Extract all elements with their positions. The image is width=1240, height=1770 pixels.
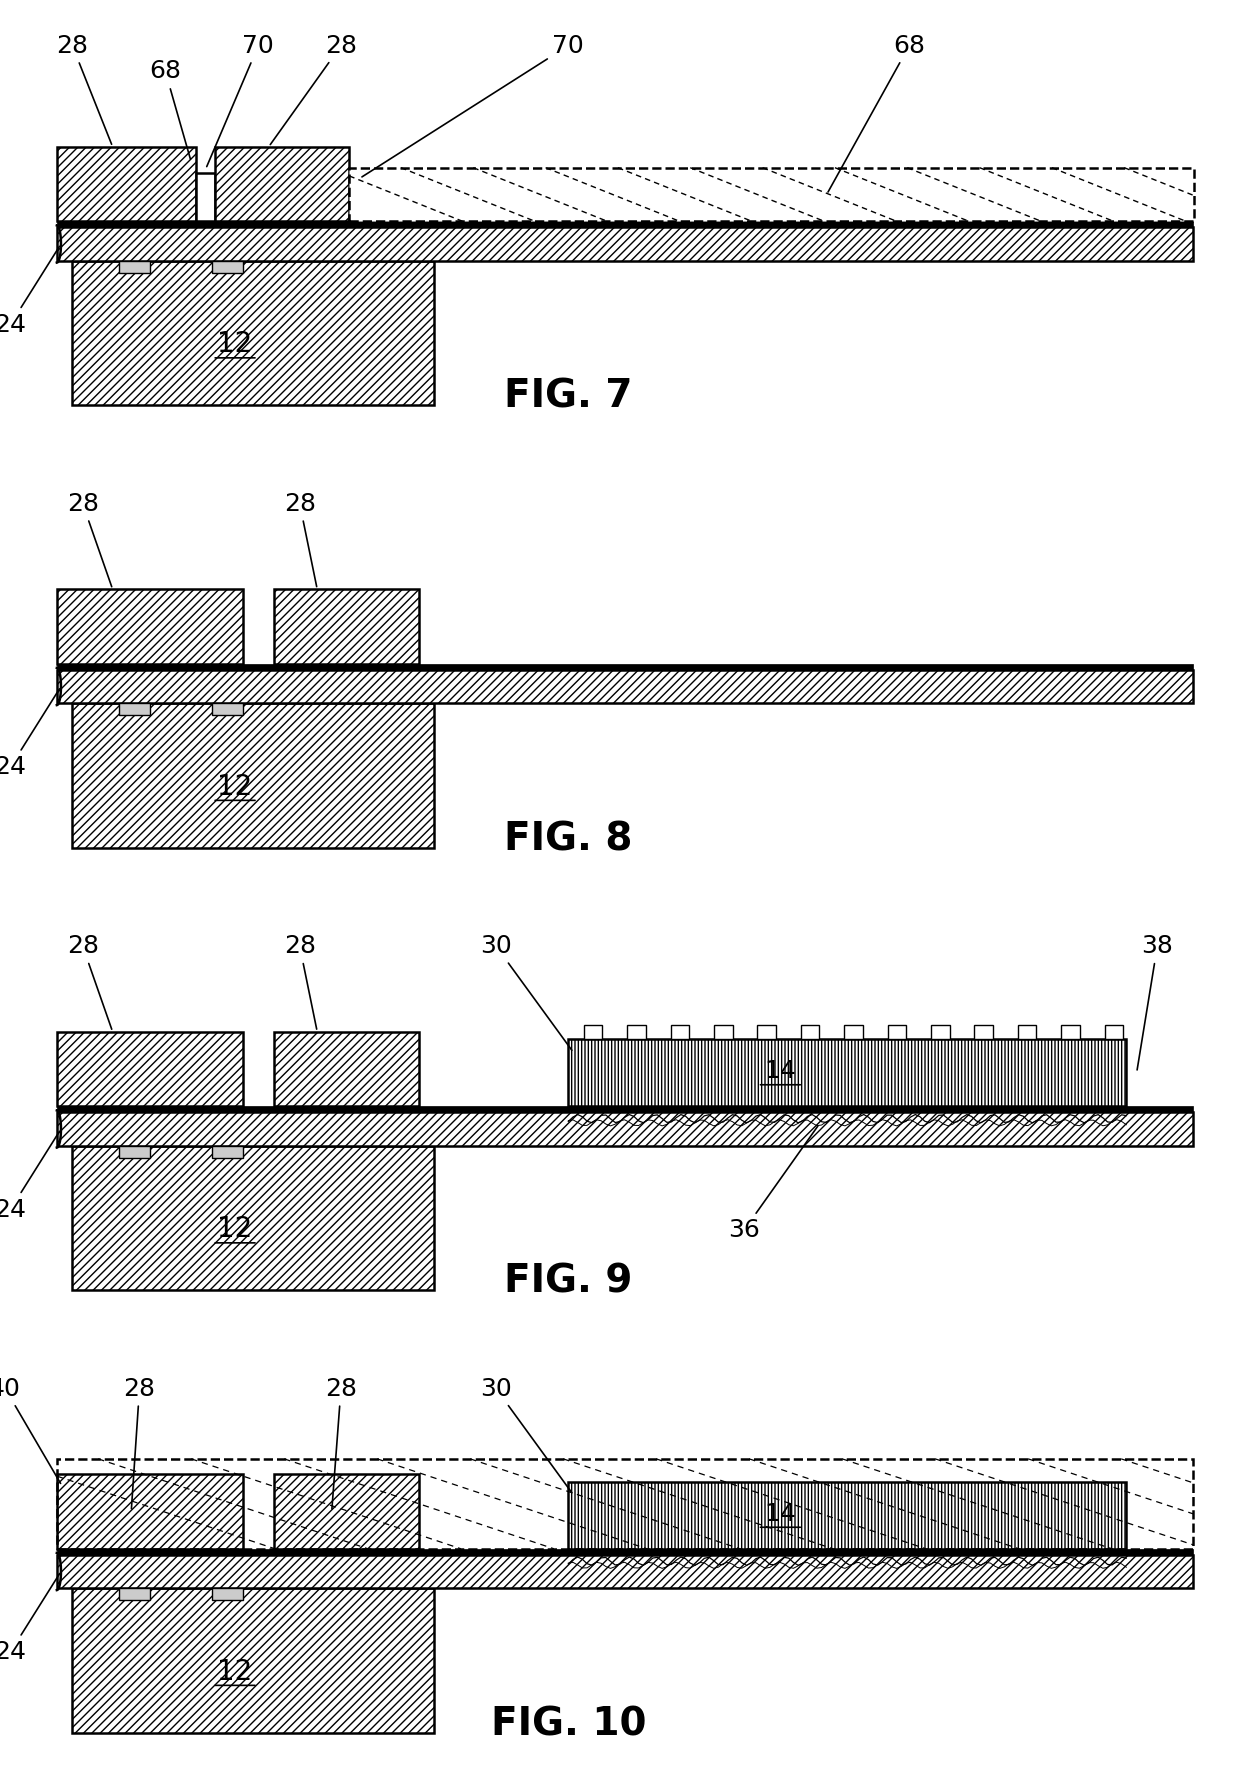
Bar: [758, 1025, 776, 1039]
Text: FIG. 8: FIG. 8: [505, 821, 632, 858]
Bar: [627, 1025, 646, 1039]
Text: 28: 28: [67, 935, 112, 1028]
Bar: [212, 1588, 243, 1600]
Text: 12: 12: [217, 1658, 253, 1685]
Text: 14: 14: [764, 1058, 796, 1083]
Bar: [57, 589, 243, 664]
Bar: [931, 1025, 950, 1039]
Bar: [119, 1588, 150, 1600]
Bar: [57, 1032, 243, 1106]
Text: 12: 12: [217, 331, 253, 358]
Text: 68: 68: [828, 34, 925, 191]
Text: 38: 38: [1137, 935, 1173, 1069]
Bar: [57, 1113, 1193, 1145]
Text: 70: 70: [362, 34, 584, 177]
Text: 30: 30: [480, 935, 572, 1050]
Bar: [801, 1025, 820, 1039]
Bar: [119, 1145, 150, 1158]
Bar: [72, 703, 434, 848]
Bar: [844, 1025, 863, 1039]
Bar: [568, 1039, 1126, 1106]
Text: FIG. 10: FIG. 10: [491, 1706, 646, 1743]
Bar: [57, 1474, 243, 1549]
Text: 24: 24: [0, 246, 60, 336]
Bar: [57, 1549, 1193, 1556]
Text: 28: 28: [270, 34, 357, 145]
Bar: [888, 1025, 906, 1039]
Text: FIG. 9: FIG. 9: [505, 1264, 632, 1301]
Text: 36: 36: [728, 1126, 818, 1243]
Text: 40: 40: [0, 1377, 61, 1483]
Text: 12: 12: [217, 773, 253, 800]
Bar: [714, 1025, 733, 1039]
Text: 24: 24: [0, 1574, 60, 1664]
Bar: [274, 1474, 419, 1549]
Text: 28: 28: [284, 935, 316, 1028]
Bar: [212, 1145, 243, 1158]
Bar: [975, 1025, 993, 1039]
Bar: [196, 173, 215, 221]
Bar: [212, 260, 243, 273]
Bar: [212, 703, 243, 715]
Bar: [57, 221, 1193, 228]
Text: 24: 24: [0, 1131, 60, 1221]
Bar: [1061, 1025, 1080, 1039]
Text: 70: 70: [207, 34, 274, 166]
Bar: [57, 228, 1193, 260]
Bar: [350, 168, 1193, 221]
Bar: [57, 147, 196, 221]
Text: 12: 12: [217, 1216, 253, 1243]
Bar: [72, 1145, 434, 1290]
Bar: [568, 1481, 1126, 1549]
Bar: [57, 664, 1193, 671]
Bar: [57, 671, 1193, 703]
Bar: [215, 147, 350, 221]
Text: 68: 68: [149, 60, 191, 159]
Bar: [72, 260, 434, 405]
Text: 28: 28: [325, 1377, 357, 1508]
Text: FIG. 7: FIG. 7: [505, 379, 632, 416]
Text: 30: 30: [480, 1377, 572, 1492]
Bar: [57, 1556, 1193, 1588]
Text: 14: 14: [764, 1501, 796, 1526]
Text: 28: 28: [124, 1377, 155, 1508]
Text: 28: 28: [284, 492, 316, 586]
Bar: [1105, 1025, 1123, 1039]
Bar: [584, 1025, 603, 1039]
Bar: [119, 703, 150, 715]
Text: 28: 28: [56, 34, 112, 145]
Bar: [72, 1588, 434, 1733]
Bar: [274, 1032, 419, 1106]
Bar: [274, 589, 419, 664]
Bar: [57, 1106, 1193, 1113]
Bar: [1018, 1025, 1037, 1039]
Bar: [671, 1025, 689, 1039]
Bar: [57, 1458, 1193, 1549]
Text: 28: 28: [67, 492, 112, 586]
Bar: [119, 260, 150, 273]
Text: 24: 24: [0, 689, 60, 779]
